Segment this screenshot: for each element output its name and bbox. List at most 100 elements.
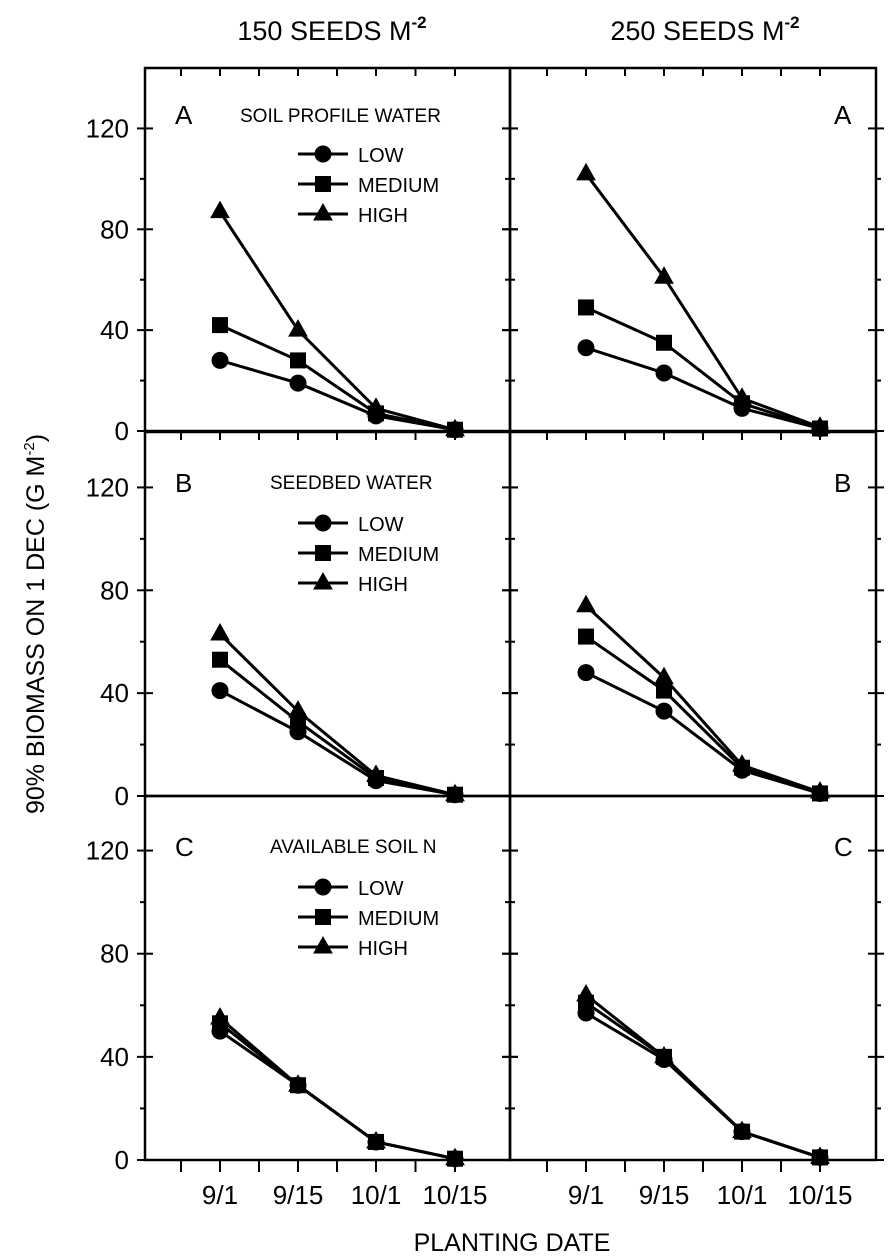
series-high — [576, 162, 830, 434]
data-point-high — [576, 162, 596, 181]
legend-label: LOW — [358, 878, 404, 900]
series-line-high — [584, 604, 821, 794]
y-tick-label: 0 — [115, 416, 129, 446]
x-tick-label: 10/15 — [787, 1180, 852, 1210]
panel-a-col-1: 0 40 80 120 A SOIL PROFILE WATER LOW MEDIUM HIGH — [86, 66, 518, 446]
data-point-high — [366, 764, 386, 782]
y-tick-label: 120 — [86, 472, 129, 502]
data-point-low — [577, 664, 595, 682]
legend-title: AVAILABLE SOIL N — [270, 837, 437, 858]
legend-label: LOW — [358, 514, 404, 536]
data-point-low — [289, 374, 307, 392]
panel-b-col-1: 0 40 80 120 B SEEDBED WATER LOW MEDIUM HIGH — [86, 430, 518, 811]
legend-label: HIGH — [358, 938, 408, 960]
data-point-high — [288, 319, 308, 337]
data-point-high — [732, 387, 752, 405]
series-line-high — [218, 632, 456, 797]
data-point-medium — [578, 299, 594, 316]
x-axis-label: PLANTING DATE — [414, 1229, 611, 1257]
series-line-medium — [585, 635, 821, 795]
series-medium — [212, 1015, 463, 1167]
legend-marker-medium — [315, 176, 331, 192]
legend-marker-medium — [315, 909, 331, 925]
data-point-medium — [578, 628, 594, 645]
series-line-low — [585, 671, 821, 795]
series-line-medium — [219, 323, 456, 432]
data-point-low — [577, 339, 595, 357]
series-high — [210, 200, 465, 437]
data-point-high — [576, 594, 596, 613]
legend: SOIL PROFILE WATER LOW MEDIUM HIGH — [240, 106, 441, 227]
data-point-high — [366, 397, 386, 415]
legend-marker-high — [313, 935, 333, 954]
series-medium — [578, 628, 828, 802]
panel-frame — [508, 794, 878, 1162]
legend-title: SOIL PROFILE WATER — [240, 106, 441, 127]
x-tick-label: 10/15 — [422, 1180, 487, 1210]
x-tick-label: 10/1 — [717, 1180, 768, 1210]
data-point-high — [654, 266, 674, 284]
series-high — [210, 1007, 465, 1166]
panel-letter: A — [175, 100, 193, 130]
panel-frame — [508, 66, 878, 433]
panel-c-col-1: 0 40 80 120 9/1 9/15 10/1 10/15 C AVAILABLE SOIL … — [86, 794, 518, 1210]
data-point-high — [654, 1045, 674, 1064]
legend-marker-high — [313, 202, 333, 221]
data-point-high — [732, 754, 752, 772]
legend-label: MEDIUM — [358, 544, 439, 566]
panel-a-col-2: A — [502, 66, 884, 437]
series-line-medium — [219, 1022, 456, 1161]
x-tick-label: 9/15 — [273, 1180, 324, 1210]
legend-label: MEDIUM — [358, 175, 439, 197]
series-medium — [212, 317, 463, 438]
data-point-low — [655, 364, 673, 382]
panel-letter: A — [834, 100, 852, 130]
data-point-high — [288, 1074, 308, 1092]
y-tick-label: 40 — [100, 1042, 129, 1072]
data-point-medium — [656, 334, 672, 351]
legend-marker-medium — [315, 545, 331, 561]
y-tick-label: 0 — [115, 1145, 129, 1175]
series-line-low — [585, 346, 821, 430]
panel-b-col-2: B — [502, 430, 884, 802]
panel-letter: B — [175, 468, 192, 498]
y-tick-label: 120 — [86, 836, 129, 866]
data-point-medium — [212, 651, 228, 668]
series-line-high — [584, 172, 821, 429]
panel-letter: B — [834, 468, 851, 498]
series-line-high — [585, 993, 821, 1159]
data-point-low — [655, 702, 673, 720]
legend: AVAILABLE SOIL N LOW MEDIUM HIGH — [270, 837, 439, 960]
legend-marker-low — [314, 145, 332, 163]
series-line-medium — [219, 658, 456, 797]
data-point-low — [211, 351, 229, 369]
series-line-medium — [585, 306, 821, 430]
data-point-high — [366, 1130, 386, 1149]
panel-c-col-2: 9/1 9/15 10/1 10/15 C — [502, 794, 884, 1210]
panel-grid: 0 40 80 120 A SOIL PROFILE WATER LOW MEDIUM HIGH… — [86, 66, 884, 1210]
legend-marker-high — [313, 571, 333, 590]
panel-frame — [508, 430, 878, 798]
data-point-medium — [290, 352, 306, 369]
legend-title: SEEDBED WATER — [270, 473, 433, 494]
legend-marker-low — [314, 878, 332, 896]
legend-marker-low — [314, 514, 332, 532]
y-tick-label: 0 — [115, 781, 129, 811]
y-tick-label: 120 — [86, 113, 129, 143]
series-line-high — [218, 210, 456, 432]
series-medium — [578, 994, 828, 1166]
column-title-250-seeds: 250 SEEDS M-2 — [610, 13, 799, 46]
x-tick-label: 9/1 — [202, 1180, 238, 1210]
x-tick-label: 9/1 — [568, 1180, 604, 1210]
series-medium — [212, 651, 463, 803]
panel-letter: C — [834, 832, 853, 862]
data-point-high — [810, 1146, 830, 1164]
data-point-high — [576, 983, 596, 1002]
y-tick-label: 80 — [100, 214, 129, 244]
series-high — [576, 983, 830, 1164]
series-high — [576, 594, 830, 799]
column-titles: 150 SEEDS M-2 250 SEEDS M-2 — [237, 13, 799, 46]
data-point-high — [288, 700, 308, 718]
legend-label: HIGH — [358, 574, 408, 596]
